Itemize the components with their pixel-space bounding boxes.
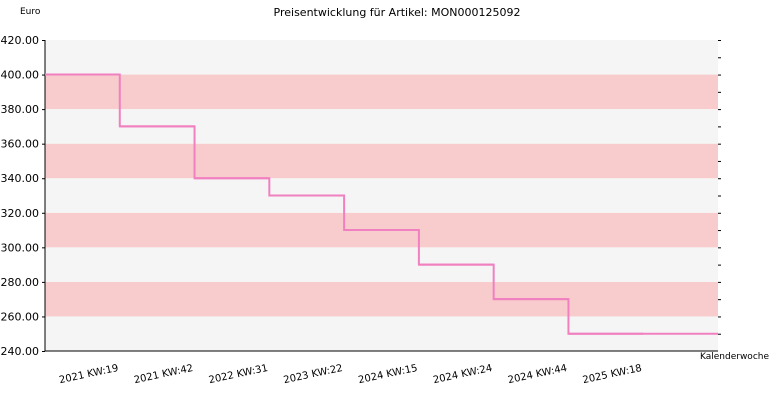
y-tick-label: 300.00	[1, 241, 40, 254]
x-tick-label: 2024 KW:44	[507, 363, 568, 386]
x-tick-label: 2022 KW:31	[208, 363, 269, 386]
x-axis-label: Kalenderwoche	[700, 352, 769, 362]
y-axis-label: Euro	[20, 7, 41, 17]
x-tick-label: 2021 KW:42	[133, 363, 194, 386]
plot-background-bands	[45, 40, 718, 351]
y-tick-label: 320.00	[1, 207, 40, 220]
plot-band	[45, 281, 718, 317]
plot-band	[45, 247, 718, 282]
x-tick-label: 2021 KW:19	[58, 363, 119, 386]
x-tick-label: 2025 KW:18	[582, 363, 643, 386]
chart-title: Preisentwicklung für Artikel: MON0001250…	[274, 6, 521, 19]
x-tick-label: 2024 KW:15	[357, 363, 418, 386]
y-tick-label: 380.00	[1, 103, 40, 116]
y-tick-label: 260.00	[1, 310, 40, 323]
axes	[42, 40, 721, 352]
y-tick-label: 280.00	[1, 276, 40, 289]
x-tick-label: 2024 KW:24	[432, 363, 493, 386]
y-tick-label: 360.00	[1, 138, 40, 151]
series-group	[45, 73, 718, 335]
x-tick-label: 2023 KW:22	[283, 363, 344, 386]
plot-band	[45, 143, 718, 179]
plot-band	[45, 74, 718, 110]
plot-band	[45, 40, 718, 75]
y-tick-label: 420.00	[1, 34, 40, 47]
y-tick-label: 240.00	[1, 345, 40, 358]
y-tick-label: 400.00	[1, 69, 40, 82]
y-tick-label: 340.00	[1, 172, 40, 185]
x-tick-labels: 2021 KW:19 2021 KW:42 2022 KW:31 2023 KW:22…	[58, 363, 643, 386]
y-tick-labels: 240.00 260.00 280.00 300.00 320.00 340.00 360.…	[1, 34, 40, 358]
plot-band	[45, 178, 718, 213]
